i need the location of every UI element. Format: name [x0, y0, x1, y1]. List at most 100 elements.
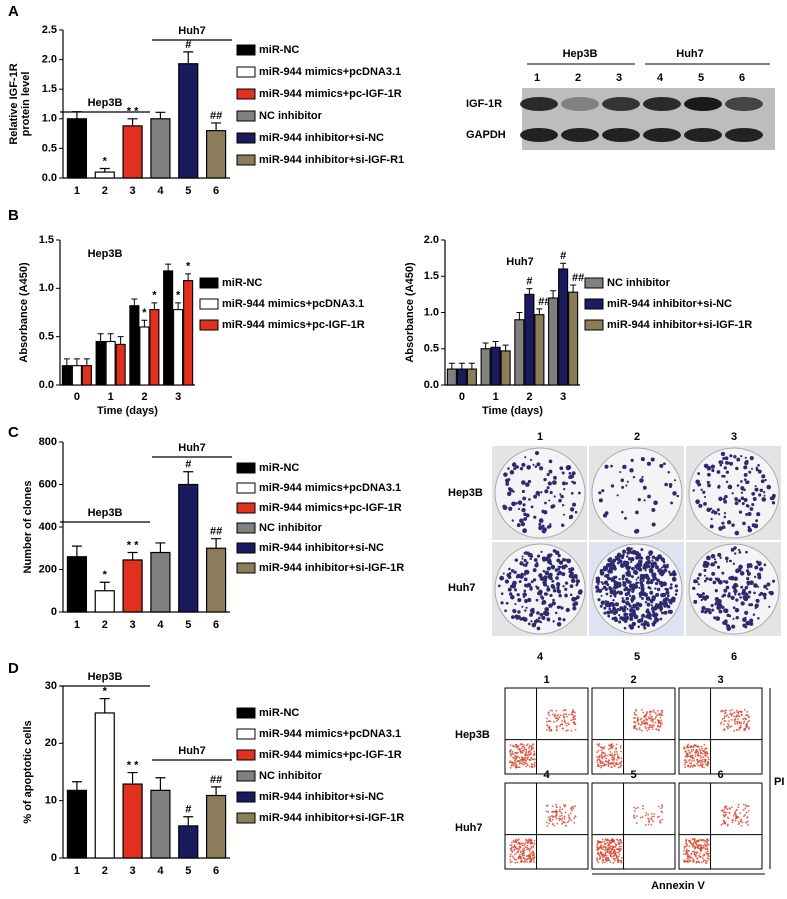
colony — [562, 618, 566, 622]
flow-dot — [737, 712, 740, 715]
flow-dot — [570, 719, 573, 722]
colony — [621, 599, 626, 604]
colony — [768, 605, 771, 608]
colony — [710, 562, 715, 567]
legend-label: NC inhibitor — [259, 110, 323, 122]
flow-dot — [562, 714, 565, 717]
axis — [62, 442, 230, 613]
flow-dot — [509, 855, 512, 858]
flow-dot — [705, 851, 708, 854]
flow-dot — [610, 744, 613, 747]
flow-dot — [509, 744, 512, 747]
bar — [150, 551, 171, 613]
flow-dot — [556, 822, 559, 825]
flow-dot — [549, 815, 552, 818]
colony — [645, 555, 651, 561]
flow-dot — [517, 851, 519, 853]
error-bar — [516, 312, 523, 320]
colony — [507, 587, 512, 592]
flow-dot — [707, 758, 710, 761]
colony — [654, 581, 659, 586]
colony — [622, 549, 627, 554]
colony — [597, 582, 600, 586]
colony — [653, 604, 659, 610]
x-tick-label: 3 — [130, 865, 136, 877]
annotation: * — [103, 686, 108, 698]
x-tick-label: 2 — [102, 185, 108, 197]
flow-dot — [598, 759, 601, 761]
flow-dot — [633, 815, 635, 818]
bar — [178, 825, 199, 859]
flow-dot — [525, 751, 528, 754]
flow-dot — [532, 858, 535, 861]
flow-dot — [707, 843, 710, 846]
flow-dot — [619, 744, 622, 747]
flow-dot — [547, 816, 550, 819]
flow-dot — [606, 850, 609, 853]
flow-dot — [521, 842, 524, 845]
flow-dot — [605, 763, 608, 766]
colony — [644, 574, 648, 578]
colony — [764, 478, 767, 482]
flow-dot — [519, 751, 522, 754]
flow-dot — [701, 758, 704, 761]
flow-dot — [527, 747, 530, 750]
flow-dot — [699, 749, 702, 752]
flow-dot — [692, 764, 695, 767]
flow-dot — [661, 714, 664, 717]
colony — [508, 592, 513, 596]
flow-dot — [533, 758, 536, 761]
flow-dot — [733, 729, 735, 732]
colony — [640, 619, 644, 623]
flow-dot — [548, 714, 551, 717]
colony — [645, 609, 649, 613]
error-bar — [63, 358, 70, 366]
colony — [710, 553, 716, 559]
flow-dot — [610, 745, 612, 748]
colony — [602, 585, 607, 590]
colony — [552, 481, 555, 485]
colony — [640, 597, 644, 600]
colony — [667, 470, 671, 474]
flow-dot — [703, 766, 705, 769]
colony — [695, 580, 699, 584]
legend-label: miR-944 inhibitor+si-IGF-1R — [259, 562, 404, 574]
flow-dot — [610, 849, 613, 852]
flow-dot — [604, 752, 606, 755]
colony — [747, 511, 752, 517]
colony — [733, 546, 737, 550]
flow-dot — [513, 761, 516, 764]
flow-dot — [548, 818, 551, 820]
flow-dot — [701, 839, 704, 841]
colony — [618, 578, 621, 581]
colony — [729, 461, 734, 466]
colony — [718, 526, 723, 531]
flow-dot — [701, 854, 704, 857]
flow-dot — [686, 851, 689, 853]
flow-dot — [693, 850, 695, 853]
flow-dot — [742, 718, 745, 720]
annotation: # — [185, 459, 191, 471]
colony — [759, 567, 764, 572]
colony — [757, 464, 760, 467]
colony — [560, 494, 564, 499]
flow-dot — [686, 753, 688, 756]
colony — [700, 609, 705, 614]
colony — [718, 609, 723, 614]
colony — [713, 616, 717, 620]
colony — [755, 519, 759, 523]
flow-dot — [532, 851, 534, 854]
flow-dot — [618, 853, 621, 856]
flow-dot — [527, 838, 530, 841]
group-label: Huh7 — [178, 745, 206, 757]
flow-dot — [722, 710, 725, 713]
flow-dot — [723, 806, 726, 809]
flow-dot — [525, 848, 528, 851]
flow-dot — [640, 717, 643, 720]
flow-dot — [724, 813, 727, 816]
colony — [712, 580, 717, 585]
colony — [548, 524, 552, 528]
flow-dot — [601, 859, 604, 862]
flow-dot — [559, 714, 562, 717]
flow-dot — [598, 743, 601, 745]
